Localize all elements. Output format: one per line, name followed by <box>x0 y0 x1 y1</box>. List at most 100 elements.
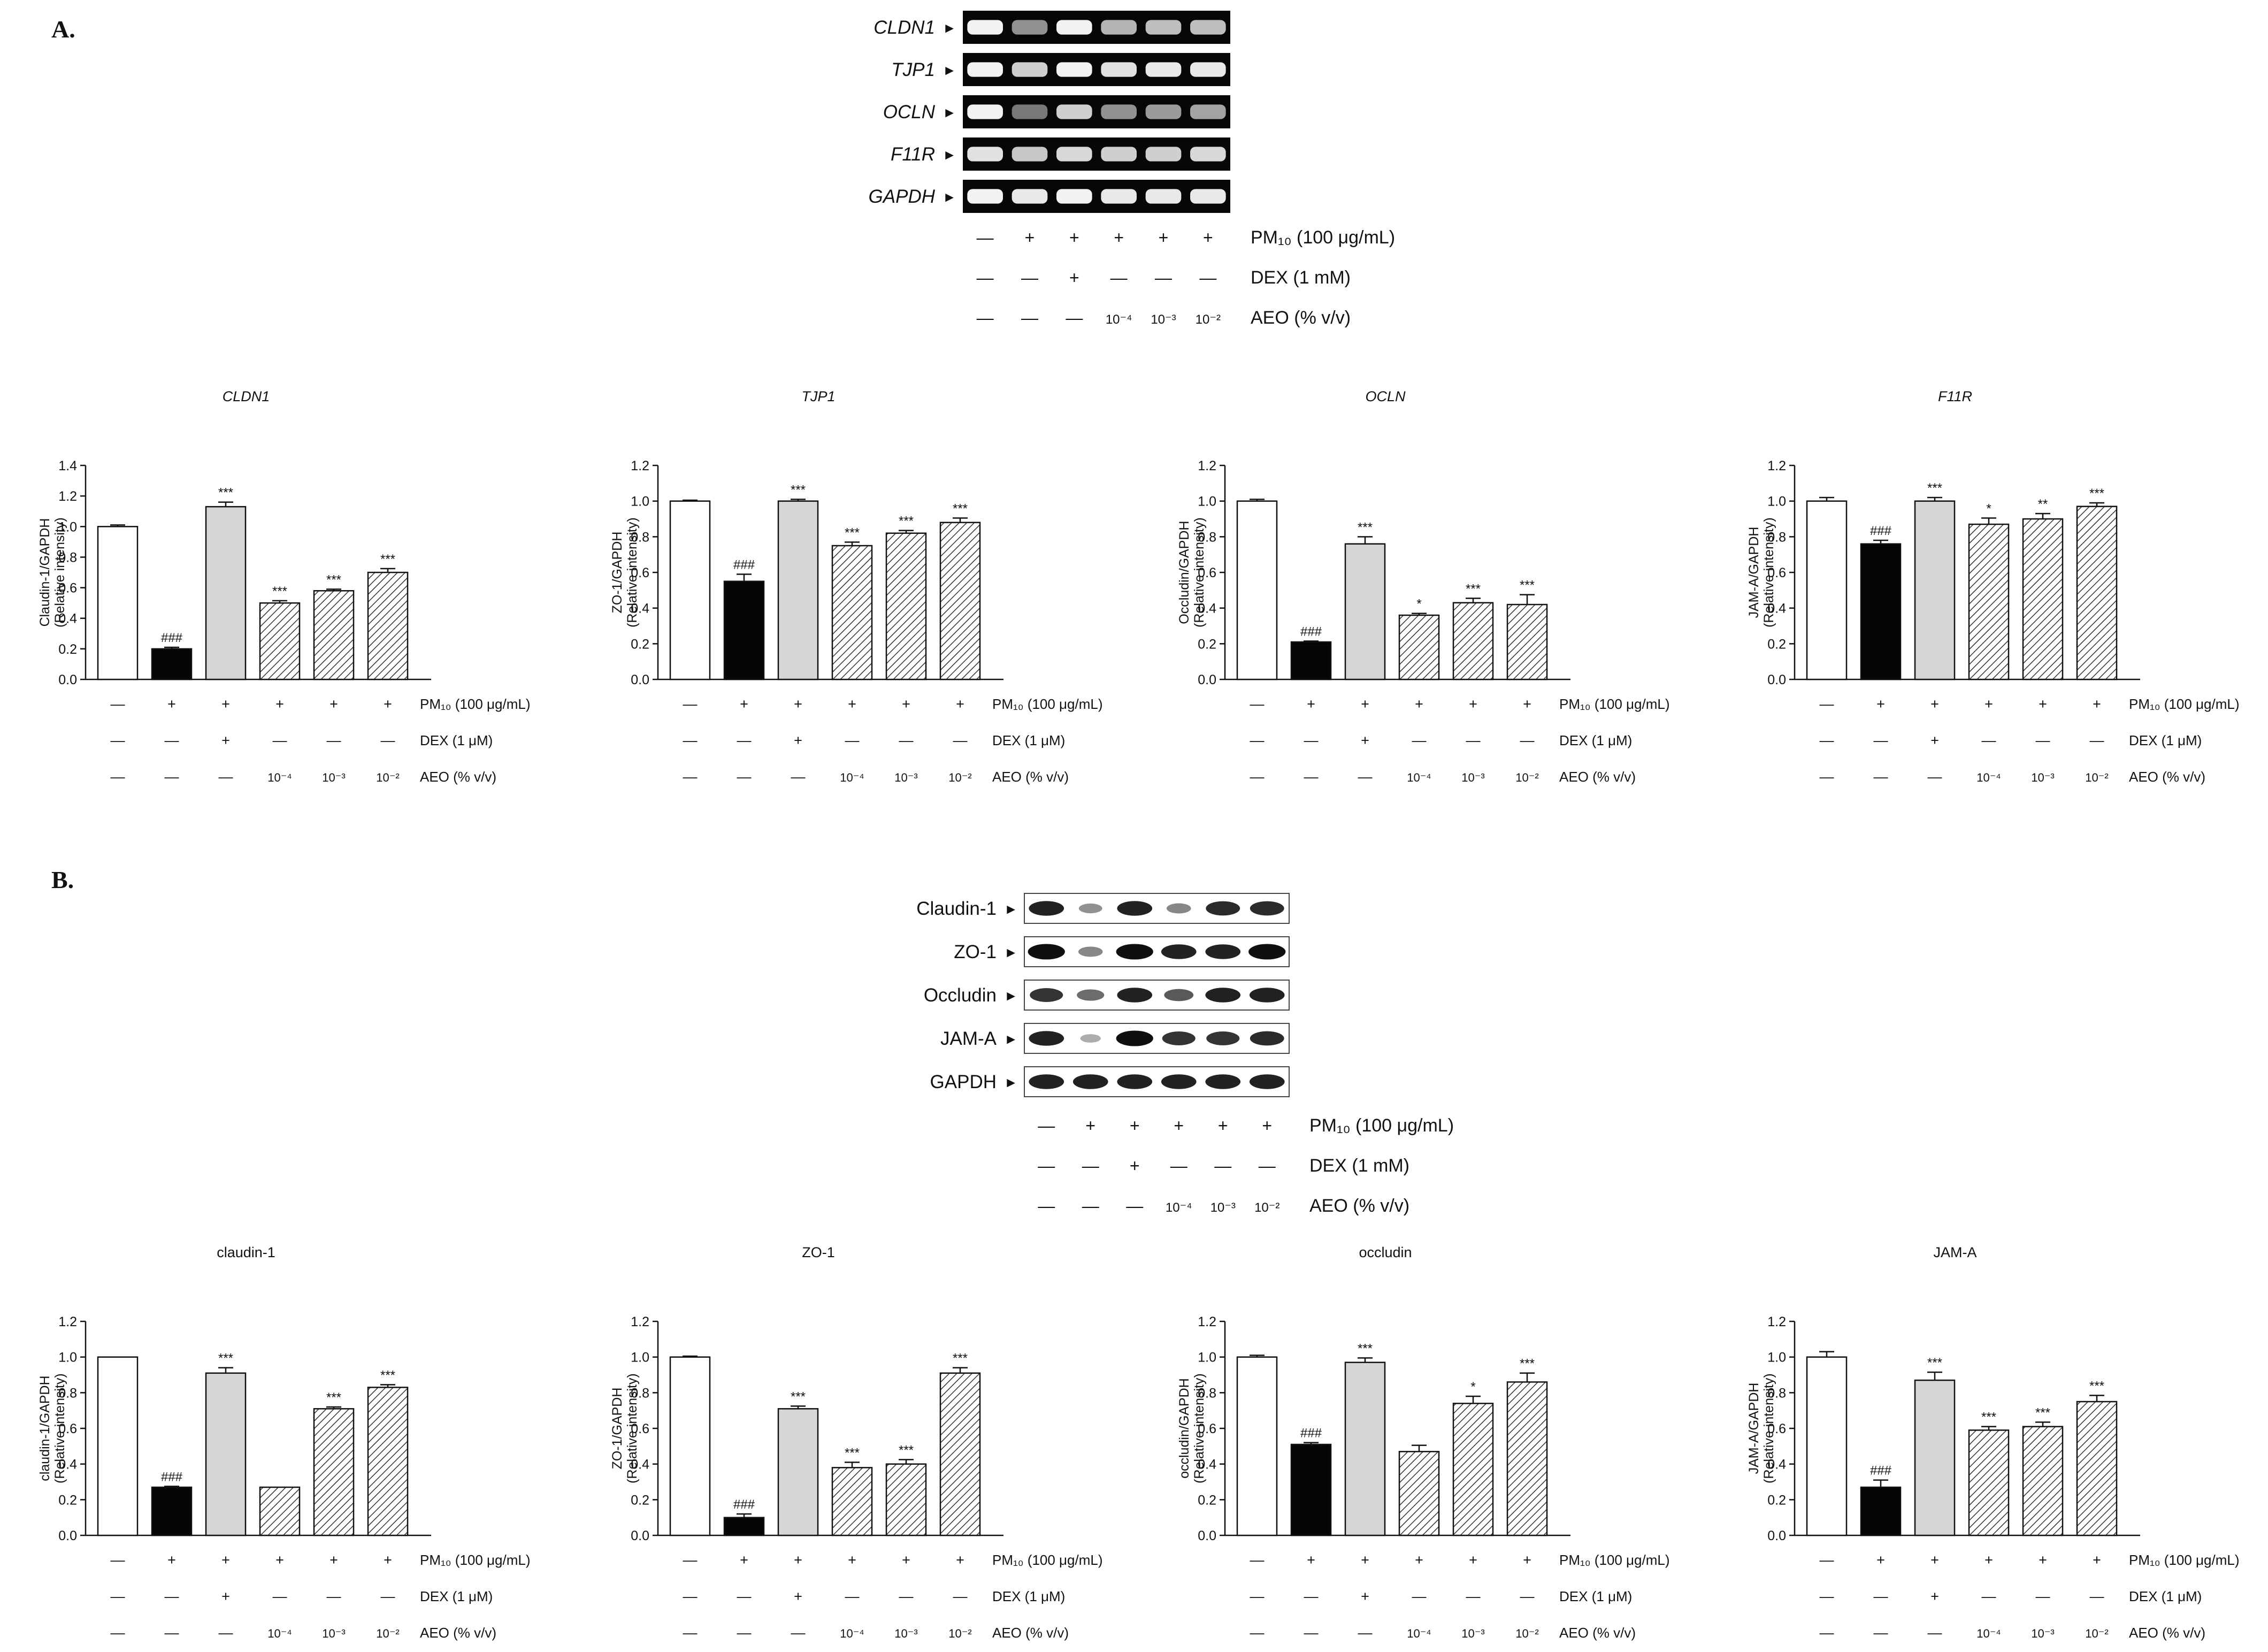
treatment-cell: + <box>384 1552 392 1568</box>
chart-title: CLDN1 <box>223 388 270 404</box>
gel-band <box>1056 20 1092 35</box>
blot-lane-frame <box>1024 936 1290 967</box>
significance-marker: *** <box>1981 1410 1996 1425</box>
treatment-cell: — <box>327 1588 341 1604</box>
treatment-cell: + <box>1218 1116 1228 1135</box>
bar <box>259 1486 301 1536</box>
treatment-cell: + <box>1085 1116 1095 1135</box>
treatment-label: PM₁₀ (100 μg/mL) <box>1251 227 1395 248</box>
treatment-cell: + <box>1159 228 1169 247</box>
treatment-cell: + <box>1130 1116 1140 1135</box>
y-axis-label-group: ZO-1/GAPDH (Relative intensity) <box>610 517 640 628</box>
treatment-cell: — <box>1250 769 1265 785</box>
treatment-label: PM₁₀ (100 μg/mL) <box>992 1552 1103 1568</box>
treatment-cell: — <box>977 228 994 247</box>
treatment-cell: — <box>1466 1588 1481 1604</box>
blot-row-label: JAM-A <box>940 1028 997 1049</box>
blot-band <box>1116 1030 1153 1046</box>
blot-row-arrow: ► <box>943 189 956 205</box>
treatment-cell: — <box>111 1625 125 1641</box>
treatment-cell: — <box>1412 732 1427 748</box>
gel-band <box>1190 62 1226 77</box>
chart-title: ZO-1 <box>802 1244 835 1260</box>
y-tick-label: 1.2 <box>1198 1314 1216 1329</box>
bar <box>831 545 873 680</box>
treatment-cell: 10⁻² <box>948 771 971 784</box>
treatment-cell: — <box>2090 1588 2104 1604</box>
treatment-cell: + <box>902 696 910 712</box>
significance-marker: ** <box>2038 497 2048 511</box>
gel-band <box>1012 147 1048 162</box>
y-tick-label: 1.2 <box>631 1314 649 1329</box>
treatment-cell: + <box>1930 696 1939 712</box>
y-tick-label: 0.6 <box>58 1421 77 1436</box>
significance-marker: ### <box>1300 1426 1322 1441</box>
treatment-cell: 10⁻² <box>1196 312 1221 327</box>
significance-marker: *** <box>1927 1356 1942 1370</box>
treatment-cell: — <box>1250 1552 1265 1568</box>
treatment-cell: — <box>1250 1588 1265 1604</box>
treatment-cell: + <box>167 1552 176 1568</box>
significance-marker: *** <box>953 1351 968 1366</box>
significance-marker: *** <box>953 501 968 516</box>
treatment-cell: + <box>1523 696 1531 712</box>
blot-lane-frame <box>1024 893 1290 924</box>
y-tick-label: 1.2 <box>58 489 77 504</box>
treatment-cell: — <box>273 1588 287 1604</box>
blot-band <box>1161 1074 1197 1089</box>
y-tick-label: 0.6 <box>1767 1421 1786 1436</box>
treatment-cell: — <box>977 308 994 327</box>
treatment-cell: — <box>1082 1196 1099 1215</box>
treatment-label: AEO (% v/v) <box>1559 1625 1636 1641</box>
bar-chart-4: F11R JAM-A/GAPDH (Relative intensity) 0.0 0.… <box>1746 388 2240 785</box>
treatment-cell: — <box>1412 1588 1427 1604</box>
blot-lane-frame <box>963 95 1230 128</box>
treatment-cell: + <box>275 1552 284 1568</box>
significance-marker: *** <box>791 483 806 497</box>
treatment-cell: + <box>740 1552 748 1568</box>
treatment-cell: — <box>845 1588 860 1604</box>
y-tick-label: 0.6 <box>631 565 649 580</box>
treatment-cell: + <box>330 1552 338 1568</box>
y-tick-label: 0.8 <box>1198 530 1216 545</box>
treatment-cell: — <box>1304 1588 1319 1604</box>
treatment-cell: 10⁻² <box>1254 1200 1279 1215</box>
blot-band <box>1077 989 1105 1001</box>
treatment-label: PM₁₀ (100 μg/mL) <box>2129 1552 2240 1568</box>
y-axis-label: Claudin-1/GAPDH <box>37 518 52 627</box>
bar <box>151 648 193 680</box>
gel-band <box>1101 20 1137 35</box>
treatment-cell: 10⁻² <box>376 1627 399 1640</box>
treatment-cell: — <box>1820 1552 1834 1568</box>
treatment-cell: — <box>219 1625 233 1641</box>
blot-band <box>1029 901 1064 916</box>
y-tick-label: 0.0 <box>631 672 649 687</box>
blot-band <box>1072 1074 1108 1089</box>
y-tick-label: 0.6 <box>58 581 77 596</box>
blot-band <box>1205 944 1241 959</box>
treatment-cell: — <box>899 1588 914 1604</box>
significance-marker: *** <box>272 584 287 599</box>
treatment-label: DEX (1 μM) <box>2129 1588 2202 1604</box>
bar <box>2076 1401 2118 1536</box>
blot-band <box>1028 944 1065 960</box>
treatment-label: DEX (1 μM) <box>1559 732 1632 748</box>
treatment-cell: — <box>165 1588 179 1604</box>
blot-row-label: F11R <box>891 144 935 165</box>
treatment-cell: 10⁻³ <box>1461 1627 1484 1640</box>
y-tick-label: 0.8 <box>1767 530 1786 545</box>
treatment-cell: + <box>2039 1552 2047 1568</box>
treatment-cell: — <box>1928 769 1942 785</box>
blot-row-arrow: ► <box>1004 944 1018 960</box>
treatment-cell: 10⁻² <box>376 771 399 784</box>
significance-marker: ### <box>1870 1464 1892 1478</box>
y-tick-label: 1.4 <box>58 458 77 473</box>
treatment-cell: — <box>1982 732 1996 748</box>
treatment-cell: — <box>899 732 914 748</box>
significance-marker: ### <box>733 1497 755 1512</box>
significance-marker: ### <box>733 557 755 572</box>
treatment-cell: + <box>1985 1552 1993 1568</box>
treatment-label: DEX (1 mM) <box>1309 1156 1409 1176</box>
significance-marker: *** <box>845 525 860 540</box>
